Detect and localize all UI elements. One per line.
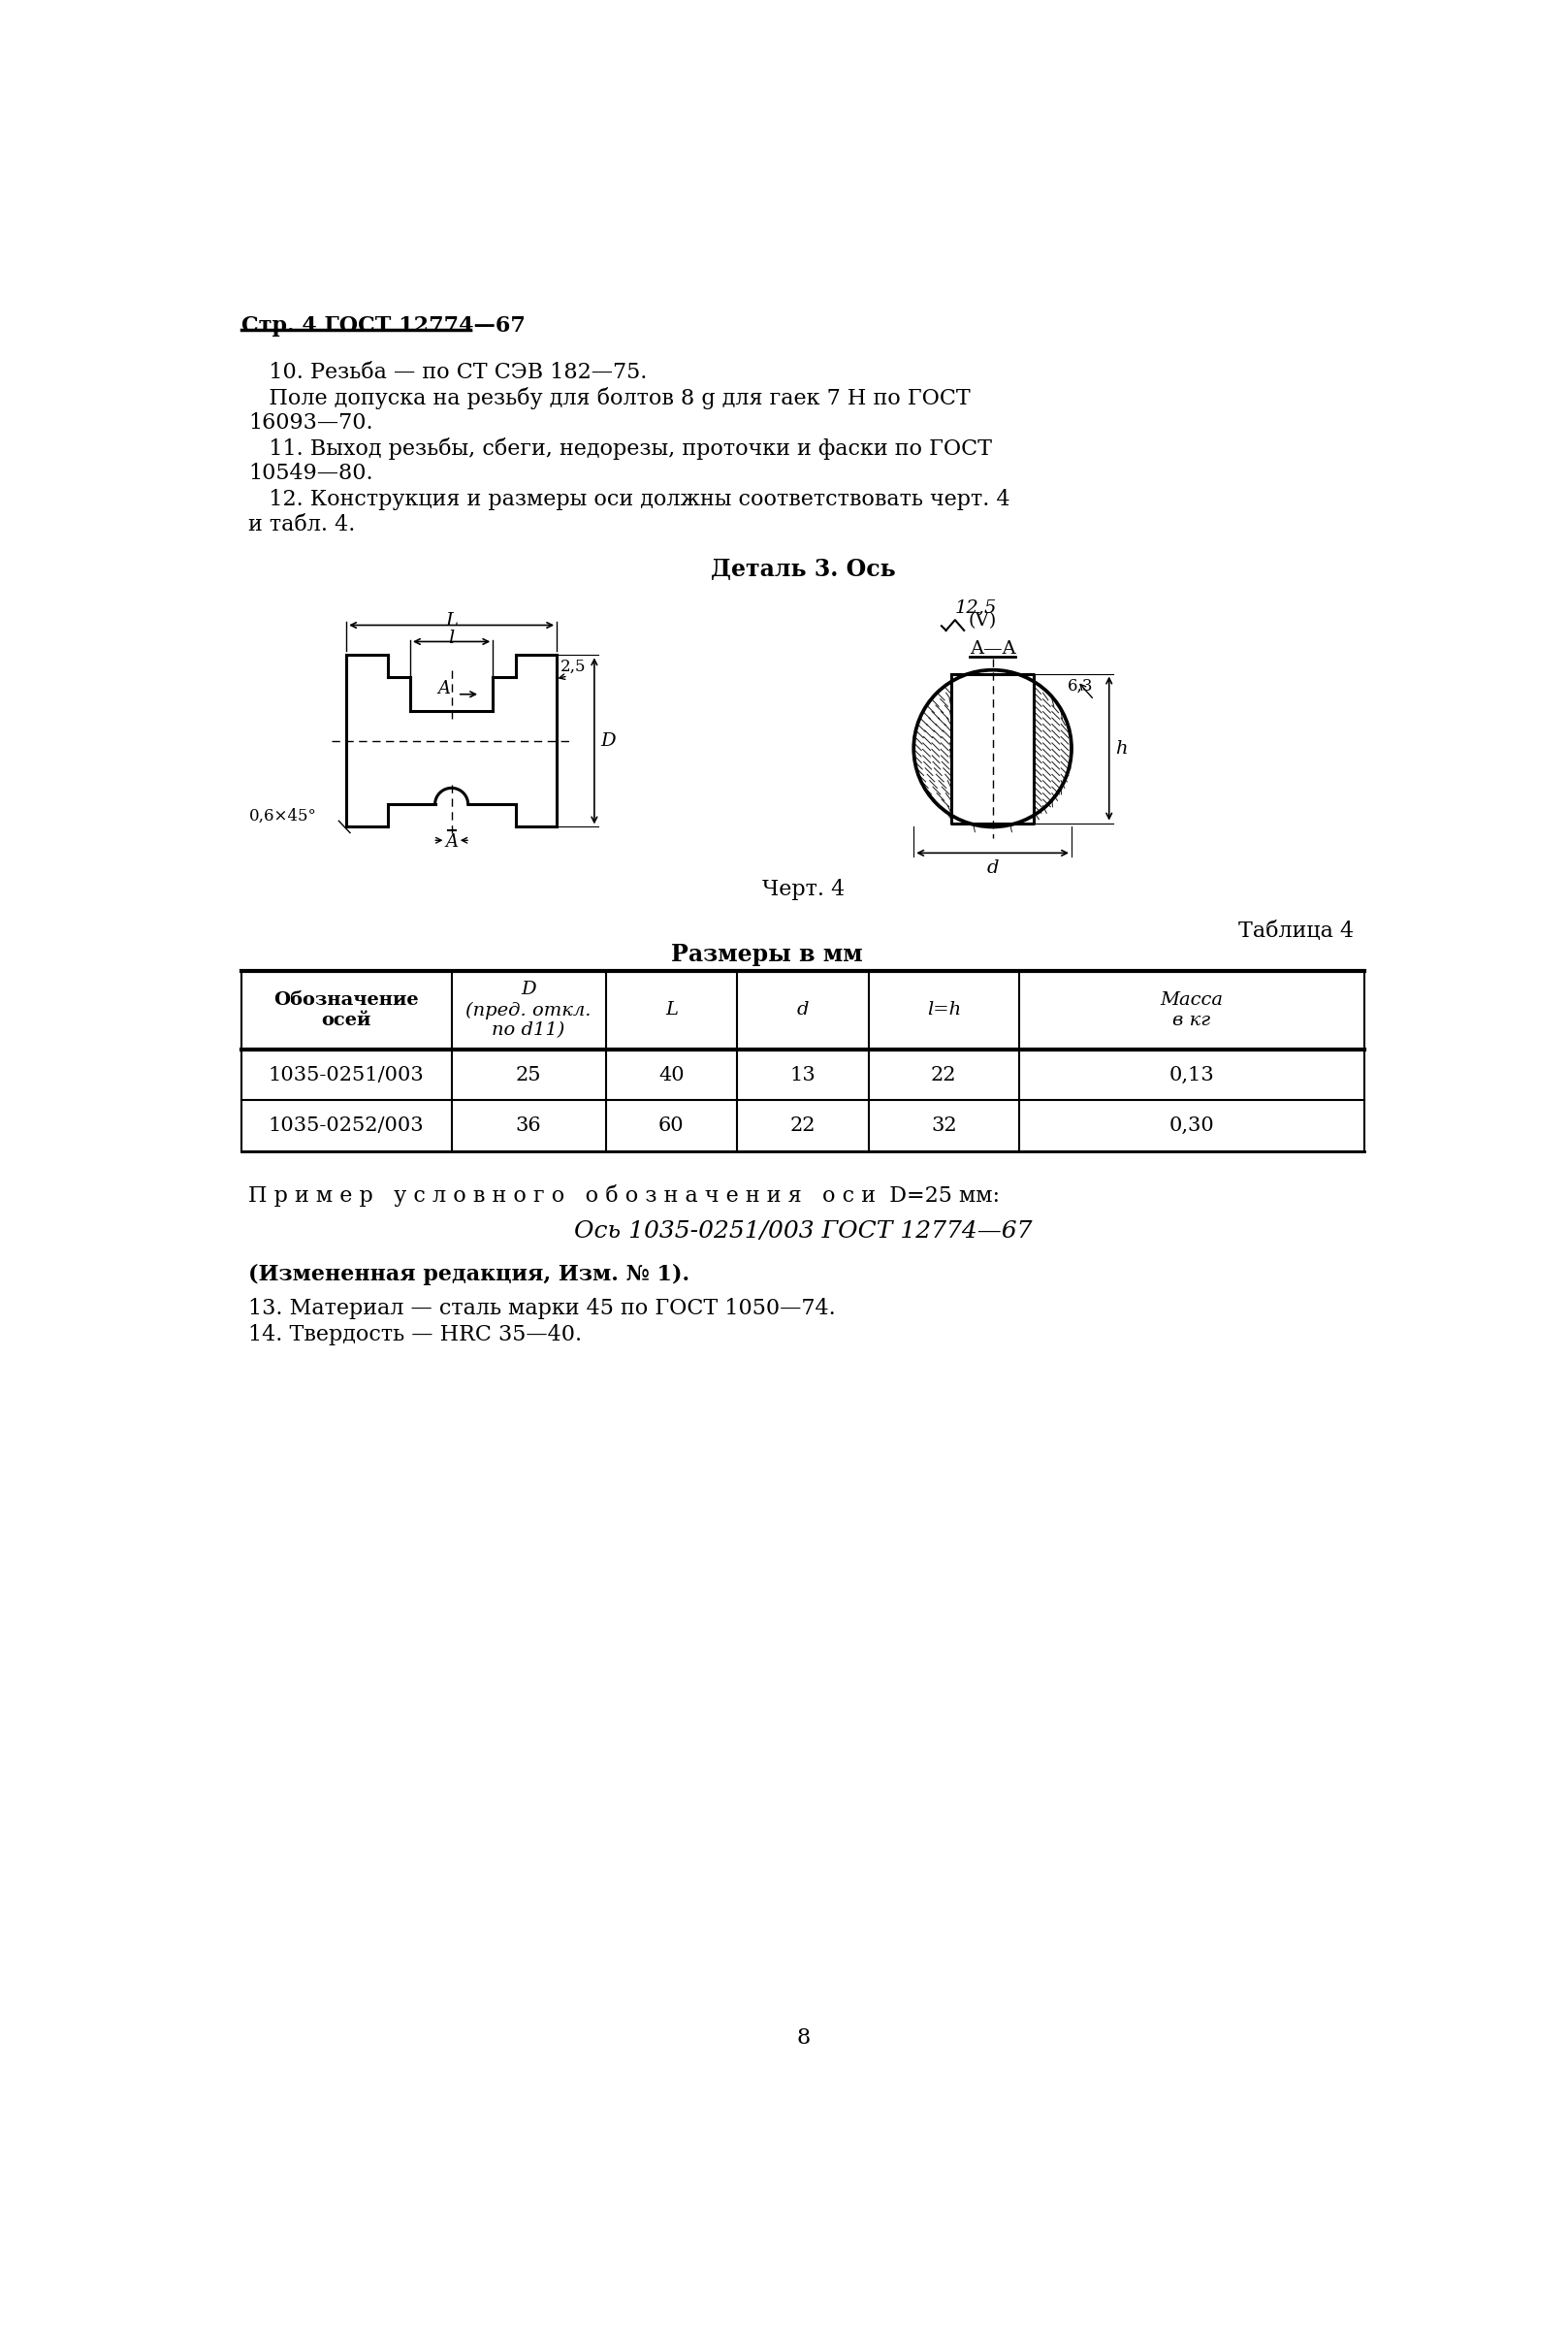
Text: 8: 8 [797,2028,811,2049]
Text: 32: 32 [931,1117,956,1134]
Text: Масса
в кг: Масса в кг [1160,992,1223,1029]
Text: 25: 25 [516,1066,541,1085]
Text: A: A [445,833,458,850]
Text: 16093—70.: 16093—70. [249,412,373,433]
Text: Черт. 4: Черт. 4 [762,880,845,901]
Text: 22: 22 [790,1117,815,1134]
Text: d: d [797,1001,809,1020]
Text: 2,5: 2,5 [560,659,586,675]
Text: L: L [665,1001,677,1020]
Text: П р и м е р   у с л о в н о г о   о б о з н а ч е н и я   о с и  D=25 мм:: П р и м е р у с л о в н о г о о б о з н … [249,1185,1000,1206]
Text: 10549—80.: 10549—80. [249,463,373,484]
Text: L: L [445,612,458,629]
Text: 13. Материал — сталь марки 45 по ГОСТ 1050—74.: 13. Материал — сталь марки 45 по ГОСТ 10… [249,1297,836,1318]
Text: Ось 1035-0251/003 ГОСТ 12774—67: Ось 1035-0251/003 ГОСТ 12774—67 [574,1220,1032,1243]
Text: 14. Твердость — HRC 35—40.: 14. Твердость — HRC 35—40. [249,1325,582,1346]
Text: (Измененная редакция, Изм. № 1).: (Измененная редакция, Изм. № 1). [249,1264,690,1285]
Text: Обозначение
осей: Обозначение осей [274,992,419,1029]
Text: Размеры в мм: Размеры в мм [671,943,862,966]
Text: Стр. 4 ГОСТ 12774—67: Стр. 4 ГОСТ 12774—67 [241,314,525,338]
Text: 1035-0252/003: 1035-0252/003 [268,1117,425,1134]
Text: 1035-0251/003: 1035-0251/003 [268,1066,425,1085]
Text: Поле допуска на резьбу для болтов 8 g для гаек 7 H по ГОСТ: Поле допуска на резьбу для болтов 8 g дл… [249,386,971,410]
Text: и табл. 4.: и табл. 4. [249,514,356,535]
Text: D
(пред. откл.
по d11): D (пред. откл. по d11) [466,980,591,1038]
Text: A: A [437,680,450,696]
Text: 11. Выход резьбы, сбеги, недорезы, проточки и фаски по ГОСТ: 11. Выход резьбы, сбеги, недорезы, прото… [249,438,993,461]
Text: 13: 13 [790,1066,815,1085]
Text: 0,6×45°: 0,6×45° [249,808,317,824]
Text: Деталь 3. Ось: Деталь 3. Ось [710,559,895,582]
Text: A—A: A—A [969,640,1016,656]
Text: D: D [601,733,616,750]
Text: 0,13: 0,13 [1170,1066,1215,1085]
Text: 10. Резьба — по СТ СЭВ 182—75.: 10. Резьба — по СТ СЭВ 182—75. [249,361,648,382]
Text: d: d [986,859,999,875]
Text: 6,3: 6,3 [1068,677,1093,694]
Text: Таблица 4: Таблица 4 [1237,920,1353,941]
Text: h: h [1115,740,1127,757]
Text: 12,5: 12,5 [955,598,997,617]
Text: l=h: l=h [927,1001,961,1020]
Text: 12. Конструкция и размеры оси должны соответствовать черт. 4: 12. Конструкция и размеры оси должны соо… [249,489,1010,510]
Text: 0,30: 0,30 [1170,1117,1215,1134]
Text: l: l [448,629,455,647]
Text: 40: 40 [659,1066,684,1085]
Text: 22: 22 [931,1066,956,1085]
Text: 60: 60 [659,1117,684,1134]
Text: (V): (V) [969,612,997,631]
Text: 36: 36 [516,1117,541,1134]
